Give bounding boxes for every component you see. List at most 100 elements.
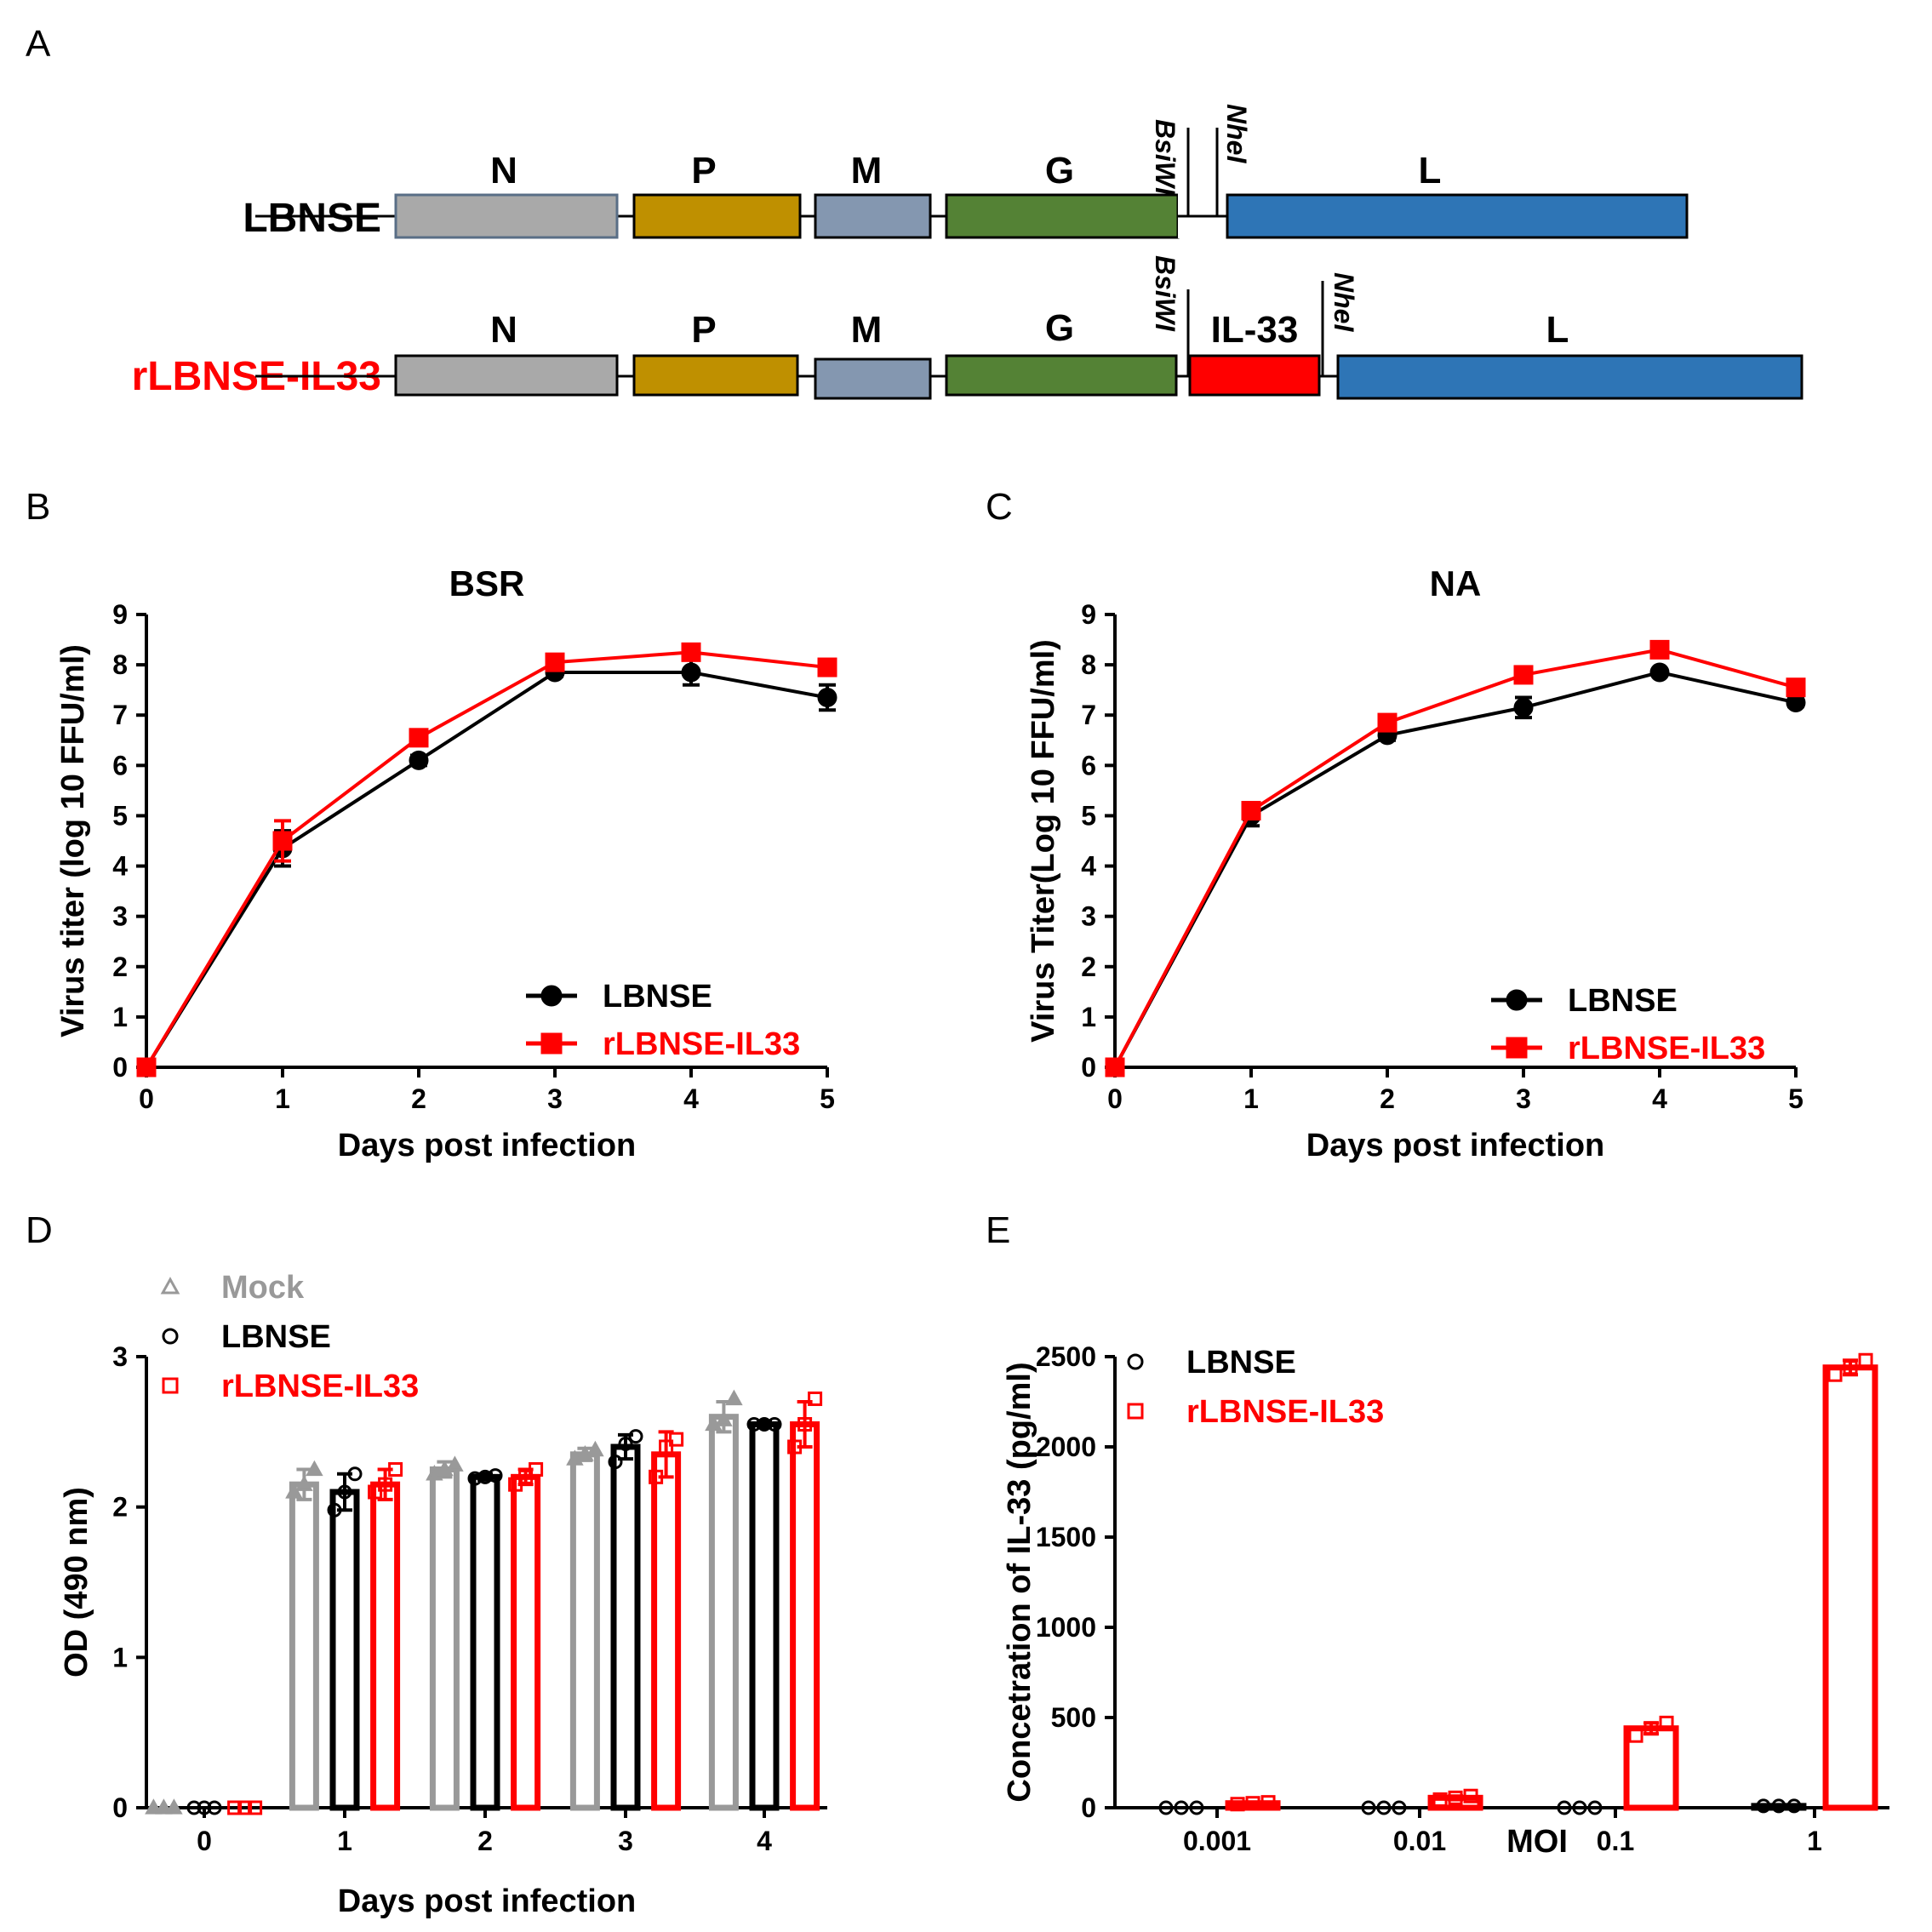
data-point bbox=[1174, 1800, 1189, 1815]
data-point bbox=[1786, 677, 1806, 698]
data-point bbox=[1241, 801, 1261, 821]
legend-marker bbox=[160, 1277, 180, 1295]
data-point bbox=[618, 1436, 633, 1451]
y-tick-label: 1500 bbox=[1036, 1522, 1096, 1552]
x-tick-label: 1 bbox=[1243, 1083, 1259, 1114]
y-tick-label: 2 bbox=[1081, 952, 1096, 982]
data-point bbox=[608, 1455, 623, 1470]
gene-n-box bbox=[394, 354, 619, 397]
data-point bbox=[1628, 1728, 1643, 1743]
series-mock bbox=[145, 1389, 743, 1815]
data-point bbox=[1827, 1367, 1843, 1382]
x-tick-label: 3 bbox=[547, 1083, 563, 1114]
y-tick-label: 2500 bbox=[1036, 1341, 1096, 1372]
data-point bbox=[306, 1460, 323, 1477]
legend-label: rLBNSE-IL33 bbox=[221, 1369, 419, 1404]
data-point bbox=[248, 1800, 263, 1815]
x-tick-label: 5 bbox=[1788, 1083, 1803, 1114]
data-point bbox=[586, 1440, 604, 1457]
chart-title: NA bbox=[1430, 563, 1482, 603]
gene-g-label: G bbox=[1045, 150, 1074, 191]
legend-marker bbox=[162, 1328, 179, 1345]
data-point bbox=[767, 1417, 782, 1432]
x-axis-label: Days post infection bbox=[338, 1883, 637, 1919]
x-tick-label: 1 bbox=[337, 1826, 352, 1856]
data-point bbox=[1361, 1800, 1376, 1815]
series-lbnse bbox=[1158, 1798, 1807, 1815]
y-tick-label: 5 bbox=[1081, 800, 1096, 831]
bar bbox=[329, 1489, 360, 1811]
data-point bbox=[681, 662, 701, 683]
data-point bbox=[508, 1477, 523, 1492]
gene-il33-label: IL-33 bbox=[1211, 309, 1299, 351]
gene-g-box bbox=[945, 193, 1180, 239]
x-axis-label: Days post infection bbox=[1306, 1128, 1605, 1163]
bar bbox=[651, 1451, 682, 1811]
gene-n-box bbox=[394, 193, 619, 239]
y-axis-label: Virus titer (log 10 FFU/ml) bbox=[55, 644, 91, 1037]
data-point bbox=[327, 1502, 342, 1518]
data-point bbox=[136, 1057, 157, 1077]
chart-title: BSR bbox=[449, 563, 525, 603]
x-tick-label: 4 bbox=[757, 1826, 772, 1856]
gene-l-label: L bbox=[1419, 150, 1442, 191]
legend-marker bbox=[540, 985, 563, 1007]
data-point bbox=[165, 1798, 183, 1815]
data-point bbox=[518, 1469, 534, 1484]
bar bbox=[708, 1414, 739, 1811]
series-line bbox=[145, 670, 828, 1069]
data-point bbox=[669, 1432, 684, 1447]
bar bbox=[429, 1466, 460, 1811]
data-point bbox=[1105, 1057, 1125, 1077]
y-tick-label: 0 bbox=[1081, 1792, 1096, 1823]
y-tick-label: 0 bbox=[112, 1792, 128, 1823]
series-line bbox=[1113, 670, 1797, 1068]
y-tick-label: 6 bbox=[1081, 750, 1096, 780]
y-tick-label: 2 bbox=[112, 1492, 128, 1523]
data-point bbox=[446, 1455, 464, 1472]
bar bbox=[289, 1481, 319, 1811]
gene-m-label: M bbox=[851, 309, 883, 351]
bar bbox=[1751, 1803, 1807, 1811]
data-point bbox=[1376, 1800, 1392, 1815]
y-tick-label: 8 bbox=[1081, 649, 1096, 680]
panel-label-d: D bbox=[26, 1209, 53, 1251]
gene-g-box bbox=[945, 354, 1178, 397]
data-point bbox=[545, 652, 565, 672]
chart-c-na-growth: NA 0 1 2 3 4 5 6 7 8 9 Virus Titer(Log 10 FFU/ml) 0 1… bbox=[1026, 563, 1806, 1163]
data-point bbox=[808, 1391, 823, 1406]
data-point bbox=[1158, 1800, 1174, 1815]
gene-l-label: L bbox=[1546, 309, 1569, 351]
genome-row-lbnse: LBNSE N P M G L BsiWI NheI bbox=[243, 104, 1689, 241]
gene-il33-box bbox=[1188, 354, 1321, 397]
gene-m-label: M bbox=[851, 150, 883, 191]
gene-p-label: P bbox=[691, 150, 716, 191]
data-point bbox=[1858, 1352, 1873, 1368]
legend-label: rLBNSE-IL33 bbox=[603, 1026, 800, 1062]
data-point bbox=[145, 1798, 163, 1815]
data-point bbox=[155, 1798, 173, 1815]
data-point bbox=[378, 1477, 393, 1492]
genome-diagram: LBNSE N P M G L BsiWI NheI rLBNSE-IL33 bbox=[132, 104, 1803, 400]
data-point bbox=[1448, 1790, 1463, 1805]
x-tick-label: 3 bbox=[1516, 1083, 1531, 1114]
y-tick-label: 5 bbox=[112, 800, 128, 831]
bar bbox=[470, 1473, 500, 1811]
gene-m-box bbox=[814, 357, 932, 400]
y-axis-label: OD (490 nm) bbox=[59, 1487, 94, 1678]
data-point bbox=[186, 1800, 202, 1815]
series-rlbnse-il33 bbox=[136, 642, 837, 1077]
x-tick-label: 0.001 bbox=[1183, 1826, 1251, 1856]
bar bbox=[749, 1421, 780, 1811]
data-point bbox=[1557, 1800, 1572, 1815]
legend-marker bbox=[1127, 1353, 1144, 1370]
data-point bbox=[817, 657, 837, 677]
bar bbox=[610, 1443, 641, 1811]
legend-marker bbox=[540, 1032, 563, 1055]
construct-name-lbnse: LBNSE bbox=[243, 196, 381, 241]
y-tick-label: 1 bbox=[112, 1002, 128, 1032]
data-point bbox=[409, 750, 429, 770]
bar bbox=[511, 1473, 541, 1811]
data-point bbox=[368, 1484, 383, 1500]
